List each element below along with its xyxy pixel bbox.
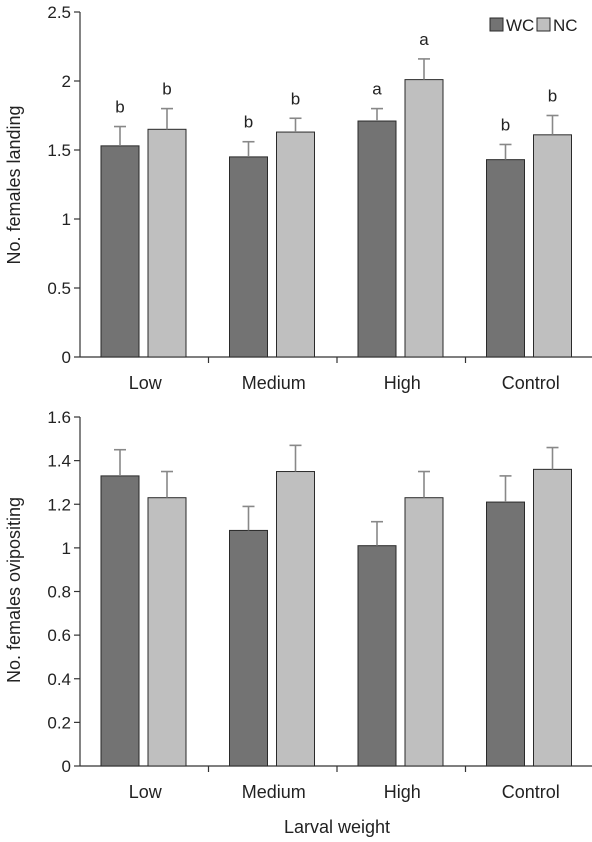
ovipositing-y-tick-label: 0.2 <box>47 713 71 732</box>
legend: WC NC <box>489 16 578 35</box>
landing-y-tick-label: 1.5 <box>47 141 71 160</box>
landing-category-label: Low <box>129 373 163 393</box>
landing-bar-nc <box>404 79 444 358</box>
landing-bar-nc <box>276 131 315 358</box>
landing-significance-letter: b <box>501 115 510 134</box>
landing-significance-letter: a <box>419 30 429 49</box>
ovipositing-y-axis-title: No. females ovipositing <box>4 497 24 683</box>
ovipositing-bar-nc <box>533 468 572 767</box>
landing-y-tick-label: 2 <box>62 72 71 91</box>
legend-swatch-wc <box>489 17 504 32</box>
landing-category-label: Medium <box>242 373 306 393</box>
ovipositing-bar-nc <box>276 471 315 767</box>
landing-chart: No. females landing 0 0.5 1 1.5 2 2.5 Low b b Med… <box>4 3 592 393</box>
landing-significance-letter: b <box>548 87 557 106</box>
legend-swatch-nc <box>536 17 551 32</box>
ovipositing-y-tick-label: 1 <box>62 539 71 558</box>
landing-bar-wc <box>229 156 268 358</box>
landing-bar-wc <box>357 120 397 358</box>
ovipositing-y-tick-label: 0.8 <box>47 583 71 602</box>
landing-y-tick-label: 0.5 <box>47 279 71 298</box>
ovipositing-y-tick-label: 1.6 <box>47 408 71 427</box>
landing-bar-nc <box>533 134 572 358</box>
ovipositing-chart: No. females ovipositing Larval weight 0 0… <box>4 408 592 837</box>
ovipositing-category-label: Medium <box>242 782 306 802</box>
landing-y-tick-label: 1 <box>62 210 71 229</box>
ovipositing-bar-nc <box>147 497 187 767</box>
landing-significance-letter: b <box>291 89 300 108</box>
ovipositing-y-tick-label: 0.6 <box>47 626 71 645</box>
ovipositing-x-axis-title: Larval weight <box>284 817 390 837</box>
landing-category-label: Control <box>502 373 560 393</box>
landing-bar-wc <box>100 145 140 358</box>
ovipositing-bar-wc <box>486 501 525 767</box>
landing-bar-nc <box>147 128 187 358</box>
landing-significance-letter: b <box>244 113 253 132</box>
landing-y-tick-label: 0 <box>62 348 71 367</box>
ovipositing-y-tick-label: 0.4 <box>47 670 71 689</box>
ovipositing-bar-nc <box>404 497 444 767</box>
landing-significance-letter: b <box>162 80 171 99</box>
ovipositing-bar-wc <box>357 545 397 767</box>
ovipositing-bar-wc <box>100 475 140 767</box>
landing-significance-letter: a <box>372 80 382 99</box>
ovipositing-bar-wc <box>229 529 268 767</box>
ovipositing-y-tick-label: 0 <box>62 757 71 776</box>
landing-significance-letter: b <box>115 98 124 117</box>
ovipositing-y-tick-label: 1.4 <box>47 452 71 471</box>
landing-y-tick-label: 2.5 <box>47 3 71 22</box>
legend-label-nc: NC <box>553 16 578 35</box>
legend-label-wc: WC <box>506 16 534 35</box>
ovipositing-category-label: Control <box>502 782 560 802</box>
ovipositing-category-label: High <box>384 782 421 802</box>
landing-bar-wc <box>486 159 525 358</box>
ovipositing-y-tick-label: 1.2 <box>47 495 71 514</box>
landing-category-label: High <box>384 373 421 393</box>
ovipositing-category-label: Low <box>129 782 163 802</box>
landing-y-axis-title: No. females landing <box>4 105 24 264</box>
